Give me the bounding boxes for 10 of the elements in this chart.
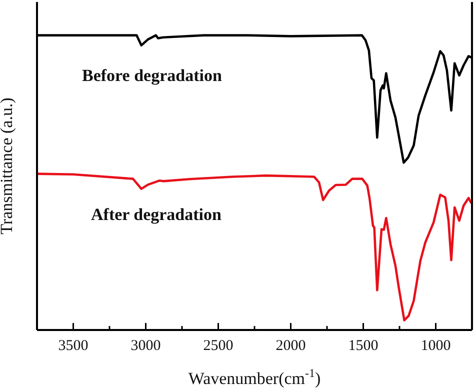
x-tick-label: 1500 [348,338,378,354]
x-tick-label: 2000 [276,338,306,354]
x-tick-label: 1000 [420,338,451,354]
x-tick-label: 3500 [58,338,88,354]
x-tick-label: 3000 [130,338,161,354]
series-label: After degradation [91,205,222,225]
series-label: Before degradation [82,66,222,86]
y-axis-title: Transmittance (a.u.) [0,98,16,234]
x-axis-title: Wavenumber(cm$^{-1}$) [188,366,321,388]
x-tick-label: 2500 [203,338,234,354]
